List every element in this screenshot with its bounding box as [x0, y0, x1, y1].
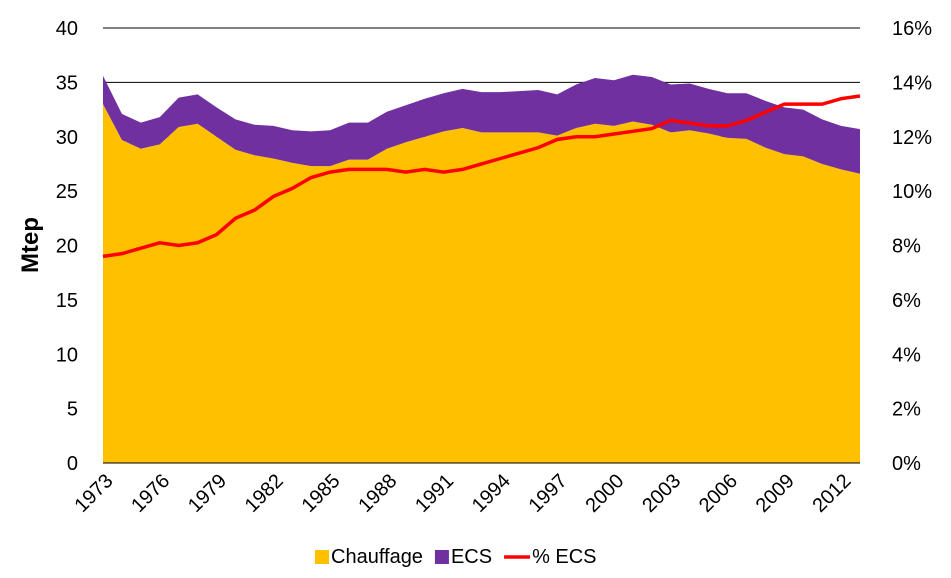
x-tick-label: 2012: [809, 470, 856, 517]
legend-swatch: [315, 550, 329, 564]
y2-tick-label: 16%: [892, 18, 932, 40]
y2-tick-label: 14%: [892, 72, 932, 94]
y2-tick-label: 6%: [892, 290, 921, 312]
area: [103, 74, 860, 174]
y2-tick-label: 4%: [892, 344, 921, 366]
y-tick-label: 25: [56, 181, 78, 203]
x-tick-label: 2003: [638, 470, 685, 517]
legend-label: % ECS: [532, 546, 596, 568]
y2-tick-label: 12%: [892, 127, 932, 149]
x-tick-label: 2009: [752, 470, 799, 517]
y-axis-label: Mtep: [17, 217, 44, 273]
y-tick-label: 15: [56, 290, 78, 312]
legend-label: ECS: [451, 546, 492, 568]
x-tick-label: 2000: [581, 470, 628, 517]
area: [103, 104, 860, 463]
x-tick-label: 1991: [411, 470, 458, 517]
y2-tick-label: 0%: [892, 453, 921, 475]
y-tick-label: 20: [56, 236, 78, 258]
x-tick-label: 1985: [298, 470, 345, 517]
legend-swatch: [434, 550, 449, 564]
x-tick-label: 1973: [70, 470, 117, 517]
x-tick-label: 1979: [184, 470, 231, 517]
y-tick-label: 35: [56, 72, 78, 94]
x-tick-label: 1994: [468, 470, 515, 517]
y-tick-label: 30: [56, 127, 78, 149]
x-tick-label: 1976: [127, 470, 174, 517]
legend-label: Chauffage: [331, 546, 423, 568]
y2-tick-label: 8%: [892, 236, 921, 258]
legend: Chauffage ECS % ECS: [315, 546, 597, 568]
line: [102, 94, 861, 259]
y-tick-label: 40: [56, 18, 78, 40]
y-tick-label: 0: [67, 453, 78, 475]
y2-tick-label: 2%: [892, 399, 921, 421]
x-tick-label: 1988: [354, 470, 401, 517]
x-tick-label: 1997: [525, 470, 572, 517]
y2-tick-label: 10%: [892, 181, 932, 203]
y-tick-label: 10: [56, 344, 78, 366]
x-tick-label: 2006: [695, 470, 742, 517]
y-tick-label: 5: [67, 399, 78, 421]
x-tick-label: 1982: [241, 470, 288, 517]
